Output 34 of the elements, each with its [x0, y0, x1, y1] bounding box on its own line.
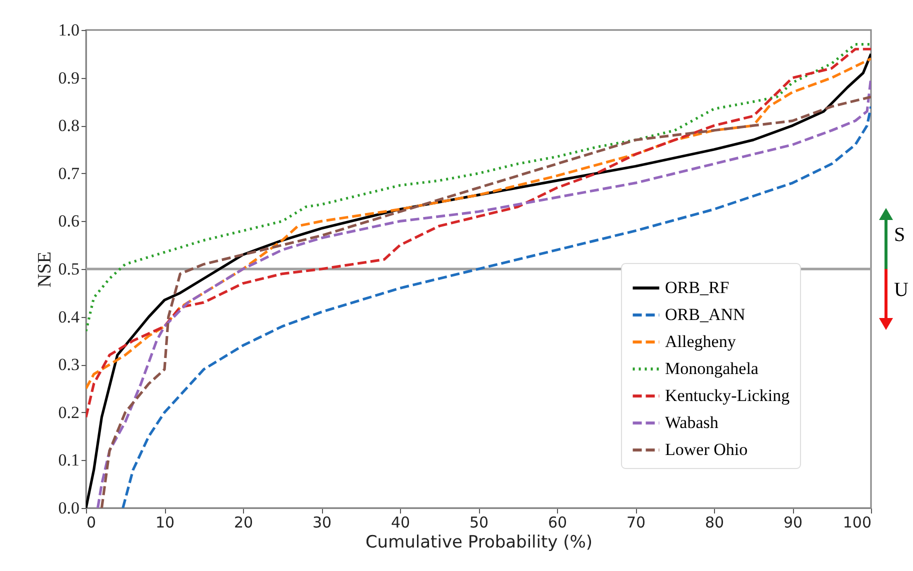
- x-tick-label: 50: [469, 514, 489, 532]
- legend-label: Kentucky-Licking: [665, 386, 790, 405]
- legend-label: Monongahela: [665, 359, 759, 378]
- legend-label: ORB_RF: [665, 278, 730, 297]
- y-tick-label: 0.4: [58, 307, 80, 326]
- x-tick-label: 40: [390, 514, 410, 532]
- y-tick-label: 0.5: [58, 260, 80, 278]
- x-tick-label: 90: [783, 514, 803, 532]
- y-tick-label: 0.1: [58, 450, 80, 470]
- y-tick-label: 0.7: [58, 164, 80, 183]
- x-tick-label: 20: [234, 514, 254, 532]
- x-tick-label: 0: [86, 514, 96, 532]
- x-tick-label: 70: [626, 514, 646, 532]
- text: U: [894, 279, 908, 302]
- y-tick-label: 0.2: [58, 402, 80, 422]
- line-series: [86, 43, 871, 332]
- y-tick-label: 1.0: [58, 20, 80, 40]
- y-tick-label: 0.3: [58, 355, 80, 374]
- legend-label: Lower Ohio: [665, 440, 748, 459]
- x-axis-title: Cumulative Probability (%): [365, 532, 593, 552]
- legend-label: ORB_ANN: [665, 305, 746, 324]
- legend-label: Allegheny: [665, 332, 736, 351]
- legend-label: Wabash: [665, 413, 719, 432]
- y-tick-label: 0.0: [58, 498, 80, 518]
- x-tick-label: 10: [155, 514, 175, 532]
- x-tick-label: 80: [704, 514, 724, 532]
- text: S: [894, 224, 906, 247]
- y-axis-title: NSE: [34, 252, 56, 288]
- x-tick-label: 60: [548, 514, 568, 532]
- y-tick-label: 0.8: [58, 116, 80, 136]
- x-tick-label: 30: [312, 514, 332, 532]
- x-tick-label: 100: [842, 514, 872, 532]
- y-tick-label: 0.6: [58, 212, 80, 231]
- y-tick-label: 0.9: [58, 68, 80, 88]
